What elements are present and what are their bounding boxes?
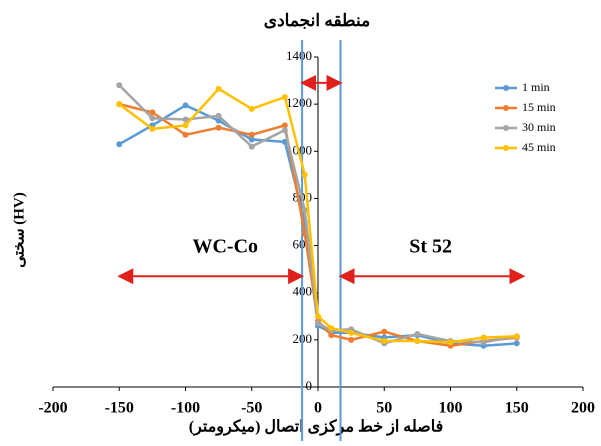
data-point	[116, 141, 123, 148]
x-tick-label: -200	[38, 400, 67, 417]
data-point	[215, 112, 222, 119]
data-point	[513, 333, 520, 340]
region-label: WC-Co	[192, 236, 258, 258]
data-point	[447, 339, 454, 346]
data-point	[381, 338, 388, 345]
data-point	[149, 109, 156, 116]
x-tick-label: -50	[241, 400, 262, 417]
data-point	[315, 313, 321, 320]
data-point	[513, 340, 520, 347]
y-axis-label: سختی (HV)	[11, 192, 27, 268]
data-point	[215, 124, 222, 131]
data-point	[248, 131, 255, 138]
data-point	[480, 334, 487, 341]
x-tick-label: 200	[571, 400, 595, 417]
data-point	[182, 102, 189, 109]
data-point	[480, 339, 487, 346]
data-point	[328, 332, 335, 339]
x-tick-label: -100	[171, 400, 200, 417]
region-label: St 52	[409, 236, 452, 258]
data-point	[414, 330, 421, 337]
legend-marker	[503, 105, 509, 111]
data-point	[182, 131, 189, 138]
legend-marker	[503, 85, 509, 91]
data-point	[116, 101, 123, 108]
x-axis-label: فاصله از خط مرکزی اتصال (میکرومتر)	[189, 419, 444, 437]
data-point	[248, 105, 255, 112]
data-point	[182, 122, 189, 129]
data-point	[315, 320, 321, 327]
data-point	[248, 136, 255, 143]
data-point	[281, 94, 288, 101]
data-point	[348, 336, 355, 343]
data-point	[328, 325, 335, 332]
legend-label: 1 min	[522, 80, 550, 94]
legend-marker	[503, 125, 509, 131]
data-point	[149, 125, 156, 132]
data-point	[301, 171, 308, 178]
data-point	[381, 328, 388, 335]
legend-label: 30 min	[522, 120, 556, 134]
data-point	[149, 115, 156, 122]
data-point	[281, 122, 288, 129]
data-point	[215, 85, 222, 92]
chart-title: منطقه انجمادی	[264, 11, 370, 30]
data-point	[301, 207, 308, 214]
x-tick-label: 150	[505, 400, 529, 417]
data-point	[414, 338, 421, 345]
legend-label: 45 min	[522, 140, 556, 154]
data-point	[215, 117, 222, 124]
y-tick-label: 0	[306, 378, 313, 393]
legend-marker	[503, 145, 509, 151]
data-point	[281, 127, 288, 134]
y-tick-label: 1200	[286, 95, 312, 110]
data-point	[182, 116, 189, 123]
data-point	[248, 143, 255, 150]
x-tick-label: -150	[105, 400, 134, 417]
x-tick-label: 50	[376, 400, 392, 417]
data-point	[116, 82, 123, 89]
y-tick-label: 1400	[286, 48, 312, 63]
data-point	[348, 329, 355, 336]
x-tick-label: 100	[439, 400, 463, 417]
x-tick-label: 0	[314, 400, 322, 417]
legend-label: 15 min	[522, 100, 556, 114]
